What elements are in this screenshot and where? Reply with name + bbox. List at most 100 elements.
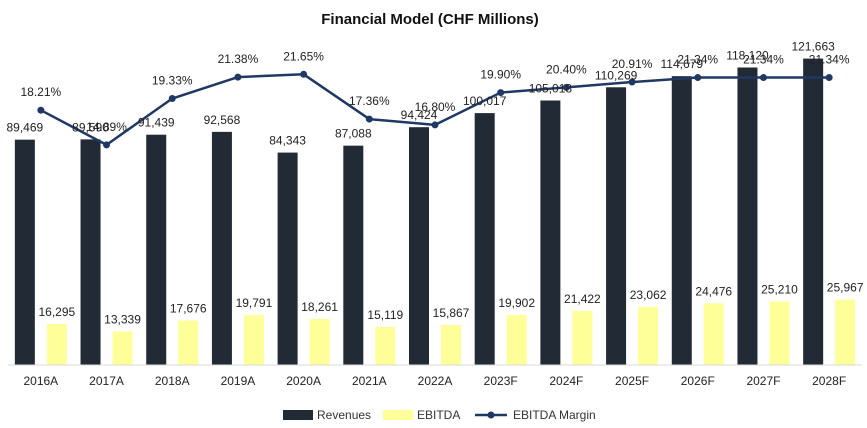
revenue-label-2024F: 105,018 (529, 82, 573, 96)
ebitda-bar-2028F (835, 299, 856, 365)
revenue-bar-2026F (671, 76, 692, 365)
margin-line-layer (37, 70, 833, 149)
revenue-label-2028F: 121,663 (791, 40, 835, 54)
ebitda-margin-label-2026F: 21.34% (677, 53, 718, 67)
ebitda-label-2022A: 15,867 (433, 306, 470, 320)
revenue-bar-2016A (14, 139, 35, 365)
ebitda-label-2016A: 16,295 (38, 305, 75, 319)
x-tick-2025F: 2025F (615, 374, 649, 388)
ebitda-margin-point-2028F (825, 74, 833, 82)
chart-title: Financial Model (CHF Millions) (321, 11, 539, 28)
x-tick-2028F: 2028F (812, 374, 846, 388)
x-tick-2024F: 2024F (549, 374, 583, 388)
legend-swatch-ebitda-margin-marker (487, 411, 495, 419)
ebitda-margin-label-2023F: 19.90% (480, 68, 521, 82)
ebitda-margin-label-2025F: 20.91% (612, 57, 653, 71)
legend-swatch-ebitda (383, 410, 413, 420)
revenue-label-2022A: 94,424 (401, 108, 438, 122)
legend-swatch-revenues (283, 410, 313, 420)
ebitda-bar-2027F (769, 301, 790, 365)
ebitda-bar-2022A (441, 325, 461, 365)
revenue-bar-2020A (277, 152, 298, 365)
revenue-label-2018A: 91,439 (138, 116, 175, 130)
ebitda-label-2019A: 19,791 (236, 296, 273, 310)
ebitda-bar-2017A (112, 331, 133, 365)
x-tick-2019A: 2019A (221, 374, 256, 388)
ebitda-margin-label-2024F: 20.40% (546, 62, 587, 76)
x-tick-2018A: 2018A (155, 374, 190, 388)
x-tick-2027F: 2027F (746, 374, 780, 388)
revenue-bar-2024F (540, 100, 561, 365)
ebitda-bar-2023F (506, 314, 527, 365)
revenue-label-2026F: 114,679 (661, 57, 704, 71)
ebitda-label-2026F: 24,476 (695, 284, 732, 298)
x-tick-2021A: 2021A (352, 374, 387, 388)
revenue-bar-2023F (474, 113, 495, 365)
x-tick-2026F: 2026F (681, 374, 715, 388)
legend-label-revenues: Revenues (317, 408, 371, 422)
revenue-bar-2025F (606, 87, 627, 365)
ebitda-label-2021A: 15,119 (367, 308, 403, 322)
ebitda-margin-point-2025F (628, 78, 636, 86)
bars-layer (14, 58, 856, 366)
x-axis-ticks: 2016A 2017A 2018A 2019A 2020A 2021A 2022A 2023F… (23, 374, 846, 388)
revenue-bar-2019A (211, 131, 232, 365)
ebitda-margin-point-2023F (497, 89, 505, 97)
revenue-label-2027F: 118,120 (726, 49, 769, 63)
legend-label-ebitda-margin: EBITDA Margin (513, 408, 596, 422)
revenue-bar-2018A (146, 134, 167, 365)
ebitda-label-2028F: 25,967 (827, 281, 864, 295)
labels-layer: 89,469 16,295 89,590 13,339 91,439 17,676 92,5… (6, 40, 863, 327)
revenue-bar-2017A (80, 139, 101, 365)
revenue-label-2025F: 110,269 (595, 68, 638, 82)
x-tick-2023F: 2023F (484, 374, 518, 388)
ebitda-margin-label-2027F: 21.34% (743, 53, 784, 67)
ebitda-label-2027F: 25,210 (761, 283, 798, 297)
ebitda-margin-label-2022A: 16.80% (415, 100, 456, 114)
ebitda-margin-label-2028F: 21.34% (809, 53, 850, 67)
revenue-label-2020A: 84,343 (269, 134, 306, 148)
revenue-bar-2028F (803, 58, 824, 366)
revenue-label-2023F: 100,017 (463, 94, 507, 108)
ebitda-margin-label-2017A: 14.89% (86, 120, 127, 134)
ebitda-margin-label-2020A: 21.65% (283, 49, 324, 63)
ebitda-label-2020A: 18,261 (301, 300, 338, 314)
ebitda-bar-2016A (46, 323, 67, 365)
ebitda-bar-2020A (309, 319, 330, 365)
ebitda-margin-point-2018A (168, 95, 176, 103)
ebitda-margin-point-2021A (365, 115, 373, 123)
revenue-bar-2022A (409, 127, 429, 365)
revenue-bar-2021A (343, 145, 364, 365)
ebitda-margin-label-2016A: 18.21% (20, 85, 61, 99)
ebitda-margin-point-2026F (694, 74, 702, 82)
ebitda-margin-point-2019A (234, 73, 242, 81)
ebitda-margin-label-2018A: 19.33% (152, 74, 193, 88)
x-tick-2020A: 2020A (286, 374, 321, 388)
x-tick-2022A: 2022A (418, 374, 453, 388)
ebitda-margin-point-2022A (431, 121, 439, 129)
ebitda-margin-point-2016A (37, 106, 45, 114)
revenue-label-2016A: 89,469 (6, 121, 43, 135)
ebitda-label-2024F: 21,422 (564, 292, 601, 306)
legend-label-ebitda: EBITDA (417, 408, 460, 422)
ebitda-bar-2019A (243, 315, 264, 365)
ebitda-margin-point-2024F (562, 83, 570, 91)
ebitda-bar-2021A (375, 326, 396, 365)
x-tick-2016A: 2016A (23, 374, 58, 388)
ebitda-label-2023F: 19,902 (498, 296, 535, 310)
ebitda-margin-label-2021A: 17.36% (349, 94, 390, 108)
revenue-label-2017A: 89,590 (72, 120, 109, 134)
ebitda-label-2018A: 17,676 (170, 301, 207, 315)
ebitda-margin-point-2027F (759, 74, 767, 82)
ebitda-bar-2024F (572, 311, 593, 365)
revenue-label-2021A: 87,088 (335, 127, 372, 141)
revenue-label-2019A: 92,568 (204, 113, 241, 127)
x-tick-2017A: 2017A (89, 374, 124, 388)
ebitda-margin-label-2019A: 21.38% (218, 52, 259, 66)
legend: Revenues EBITDA EBITDA Margin (283, 408, 596, 422)
ebitda-label-2017A: 13,339 (104, 312, 141, 326)
ebitda-bar-2025F (638, 306, 659, 365)
ebitda-label-2025F: 23,062 (630, 288, 667, 302)
